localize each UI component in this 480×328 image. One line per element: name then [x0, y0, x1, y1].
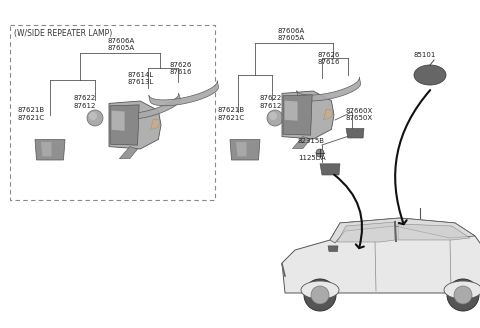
Text: 87614L
87613L: 87614L 87613L: [128, 72, 155, 86]
Text: (W/SIDE REPEATER LAMP): (W/SIDE REPEATER LAMP): [14, 29, 112, 38]
Polygon shape: [109, 101, 161, 149]
Text: 87622
87612: 87622 87612: [260, 95, 282, 109]
Circle shape: [267, 110, 283, 126]
Polygon shape: [236, 142, 247, 156]
Circle shape: [87, 110, 103, 126]
Ellipse shape: [454, 286, 472, 304]
Polygon shape: [297, 77, 360, 101]
Polygon shape: [330, 218, 475, 243]
Polygon shape: [337, 222, 395, 242]
Polygon shape: [111, 111, 125, 131]
Polygon shape: [35, 140, 65, 160]
Text: 87606A
87605A: 87606A 87605A: [108, 38, 135, 51]
Circle shape: [89, 112, 97, 120]
Polygon shape: [324, 109, 333, 120]
Ellipse shape: [414, 65, 446, 85]
Text: 87660X
87650X: 87660X 87650X: [345, 108, 372, 121]
Ellipse shape: [444, 281, 480, 299]
Polygon shape: [283, 95, 312, 135]
Polygon shape: [41, 142, 51, 156]
Text: 85101: 85101: [414, 52, 436, 58]
Polygon shape: [285, 101, 298, 121]
Polygon shape: [320, 164, 340, 175]
Ellipse shape: [301, 281, 339, 299]
Polygon shape: [328, 246, 338, 252]
Text: 82315B: 82315B: [298, 138, 325, 144]
Text: 87622
87612: 87622 87612: [74, 95, 96, 109]
Polygon shape: [398, 224, 470, 240]
Polygon shape: [230, 140, 260, 160]
Polygon shape: [292, 136, 311, 149]
Ellipse shape: [447, 279, 479, 311]
Ellipse shape: [311, 286, 329, 304]
Polygon shape: [120, 147, 138, 159]
Polygon shape: [282, 91, 334, 139]
Text: 87606A
87605A: 87606A 87605A: [278, 28, 305, 42]
Text: 87621B
87621C: 87621B 87621C: [18, 107, 45, 120]
Polygon shape: [125, 93, 180, 119]
Polygon shape: [151, 119, 160, 130]
Polygon shape: [346, 128, 364, 138]
Polygon shape: [149, 81, 218, 106]
Circle shape: [269, 112, 277, 120]
Text: 87626
87616: 87626 87616: [170, 62, 192, 75]
Polygon shape: [282, 218, 480, 293]
Circle shape: [316, 149, 324, 157]
Ellipse shape: [304, 279, 336, 311]
Text: 87626
87616: 87626 87616: [318, 52, 340, 66]
Text: 87621B
87621C: 87621B 87621C: [218, 107, 245, 120]
Polygon shape: [110, 105, 139, 145]
Text: 1125DA: 1125DA: [298, 155, 325, 161]
